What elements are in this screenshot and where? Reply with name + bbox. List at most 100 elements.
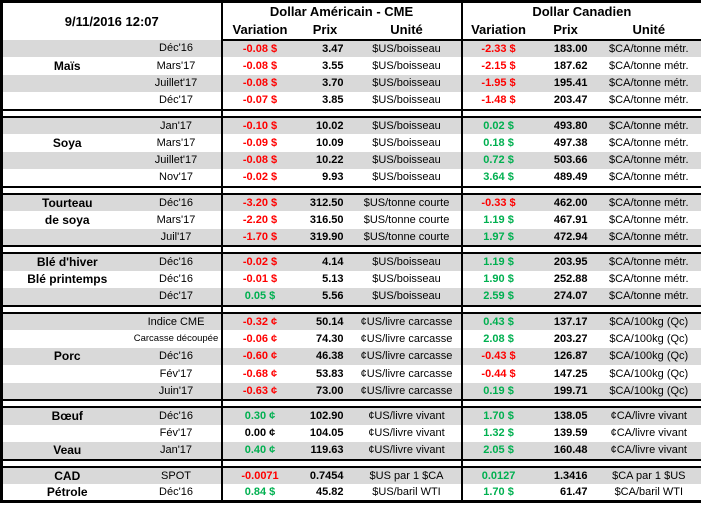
contract-month: Déc'16 — [131, 347, 222, 365]
commodity-label: CAD — [1, 466, 132, 484]
cad-price-value: 462.00 — [534, 193, 597, 211]
contract-month: Juil'17 — [131, 228, 222, 246]
commodity-label: Blé printemps — [27, 272, 108, 287]
cad-price-value: 503.66 — [534, 151, 597, 169]
table-row-mais: Déc'16 -0.08 $3.47 $US/boisseau -2.33 $183.… — [1, 39, 701, 57]
cad-price-value: 126.87 — [534, 347, 597, 365]
cad-variation-value: 1.90 $ — [460, 270, 535, 288]
usd-price-value: 10.02 — [297, 116, 353, 134]
separator-cell — [220, 458, 462, 468]
cad-unit-label: $CA/100kg (Qc) — [609, 332, 689, 345]
cad-variation-value: 0.02 $ — [460, 116, 535, 134]
usd-unit-label: $US/tonne courte — [352, 193, 462, 211]
cad-variation-value: -1.48 $ — [460, 92, 535, 110]
usd-variation-value: 0.30 ¢ — [220, 407, 298, 425]
usd-unit-label: ¢US/livre carcasse — [352, 347, 462, 365]
usd-unit-label: ¢US/livre vivant — [368, 427, 445, 440]
cad-price-value: 497.38 — [553, 136, 588, 149]
separator-cell — [460, 304, 701, 314]
usd-variation-value: -0.08 $ — [220, 74, 298, 92]
usd-variation-value: -0.06 ¢ — [220, 330, 298, 348]
commodity-label: de soya — [44, 212, 90, 227]
usd-variation-value: -0.02 $ — [220, 253, 298, 271]
usd-variation-value: -0.02 $ — [220, 169, 298, 187]
table-row-ble: Blé printemps Déc'16 -0.01 $ 5.13 $US/boisse… — [2, 270, 701, 288]
separator-cell — [1, 304, 222, 314]
commodity-label — [2, 425, 132, 443]
commodity-label — [1, 116, 132, 134]
separator-cell — [220, 245, 462, 254]
cad-unit-label: $CA/tonne métr. — [609, 171, 689, 184]
separator-cell — [220, 304, 462, 314]
cad-unit-label: $CA/tonne métr. — [596, 228, 701, 246]
usd-variation-value: -0.08 $ — [220, 39, 298, 57]
usd-unit-label: $US/boisseau — [372, 171, 441, 184]
usd-price-value: 74.30 — [315, 332, 344, 345]
cad-unit-label: ¢CA/livre vivant — [596, 407, 701, 425]
cad-section-title: Dollar Canadien — [460, 1, 701, 21]
cad-unit-label: $CA/tonne métr. — [609, 59, 689, 72]
cad-price-value: 199.71 — [534, 382, 597, 400]
separator-cell — [1, 108, 222, 118]
usd-unit-label: $US/boisseau — [352, 253, 462, 271]
commodity-label — [2, 330, 132, 348]
table-row-cad-petrole: Pétrole Déc'16 0.84 $ 45.82 $US/baril WTI 1.7… — [2, 484, 701, 502]
usd-variation-value: -0.08 $ — [220, 57, 298, 75]
commodity-label — [2, 365, 132, 383]
cad-unit-label: ¢CA/livre vivant — [610, 427, 687, 440]
table-row-soya: Jan'17 -0.10 $10.02 $US/boisseau 0.02 $493.… — [1, 116, 701, 134]
table-row-porc: Carcasse découpée -0.06 ¢ 74.30 ¢US/livre c… — [2, 330, 701, 348]
separator-cell — [1, 458, 222, 468]
cad-price-value: 195.41 — [534, 74, 597, 92]
cad-unit-label: $CA/tonne métr. — [609, 94, 689, 107]
usd-unit-label: ¢US/livre vivant — [352, 442, 462, 460]
section-separator — [1, 185, 701, 195]
usd-variation-value: -0.01 $ — [220, 270, 298, 288]
cad-variation-value: 0.72 $ — [460, 151, 535, 169]
commodity-label: Blé d'hiver — [1, 253, 132, 271]
commodity-label — [1, 228, 132, 246]
usd-unit-label: $US/boisseau — [352, 39, 462, 57]
contract-month: Juin'17 — [131, 382, 222, 400]
usd-unit-label: $US/tonne courte — [363, 213, 450, 226]
usd-price-value: 45.82 — [315, 486, 344, 498]
contract-month: Déc'16 — [131, 253, 222, 271]
cad-price-value: 493.80 — [534, 116, 597, 134]
commodity-label: Maïs — [53, 58, 81, 73]
cad-variation-value: 0.43 $ — [460, 312, 535, 330]
cad-price-value: 187.62 — [553, 59, 588, 72]
table-row-mais: Juillet'17 -0.08 $3.70 $US/boisseau -1.95 $… — [1, 74, 701, 92]
cad-variation-value: 1.32 $ — [460, 424, 535, 442]
table-row-soya: Nov'17 -0.02 $ 9.93 $US/boisseau 3.64 $ 489.4… — [2, 169, 701, 187]
commodity-label — [1, 312, 132, 330]
contract-month: Déc'16 — [131, 407, 222, 425]
commodity-label — [1, 288, 132, 306]
contract-month: Fév'17 — [159, 367, 193, 380]
commodity-label: Porc — [1, 347, 132, 365]
cad-unit-label: $CA/tonne métr. — [596, 151, 701, 169]
table-row-porc: Porc Déc'16 -0.60 ¢ 46.38 ¢US/livre carcasse… — [1, 347, 701, 365]
commodity-label — [1, 151, 132, 169]
cad-unit-label: $CA/baril WTI — [614, 486, 684, 498]
usd-variation-value: 0.00 ¢ — [220, 424, 298, 442]
cad-price-value: 147.25 — [553, 367, 588, 380]
usd-variation-value: -3.20 $ — [220, 193, 298, 211]
contract-month: Déc'16 — [131, 39, 222, 57]
cad-variation-value: 1.19 $ — [460, 253, 535, 271]
usd-variation-value: -0.07 $ — [220, 92, 298, 110]
commodity-label — [2, 169, 132, 187]
commodity-label: Bœuf — [1, 407, 132, 425]
usd-variation-header: Variation — [220, 20, 298, 41]
cad-variation-value: -2.15 $ — [460, 57, 535, 75]
usd-unit-label: ¢US/livre carcasse — [352, 382, 462, 400]
cad-variation-value: 2.05 $ — [460, 442, 535, 460]
contract-month: Déc'17 — [159, 94, 193, 107]
cad-variation-value: 0.18 $ — [460, 134, 535, 152]
usd-price-value: 104.05 — [309, 427, 344, 440]
separator-cell — [460, 399, 701, 408]
usd-price-value: 10.09 — [315, 136, 344, 149]
cad-variation-value: -0.44 $ — [460, 365, 535, 383]
commodity-label — [2, 92, 132, 110]
cad-unit-label: $CA/tonne métr. — [596, 116, 701, 134]
cad-unit-label: $CA/tonne métr. — [609, 213, 689, 226]
